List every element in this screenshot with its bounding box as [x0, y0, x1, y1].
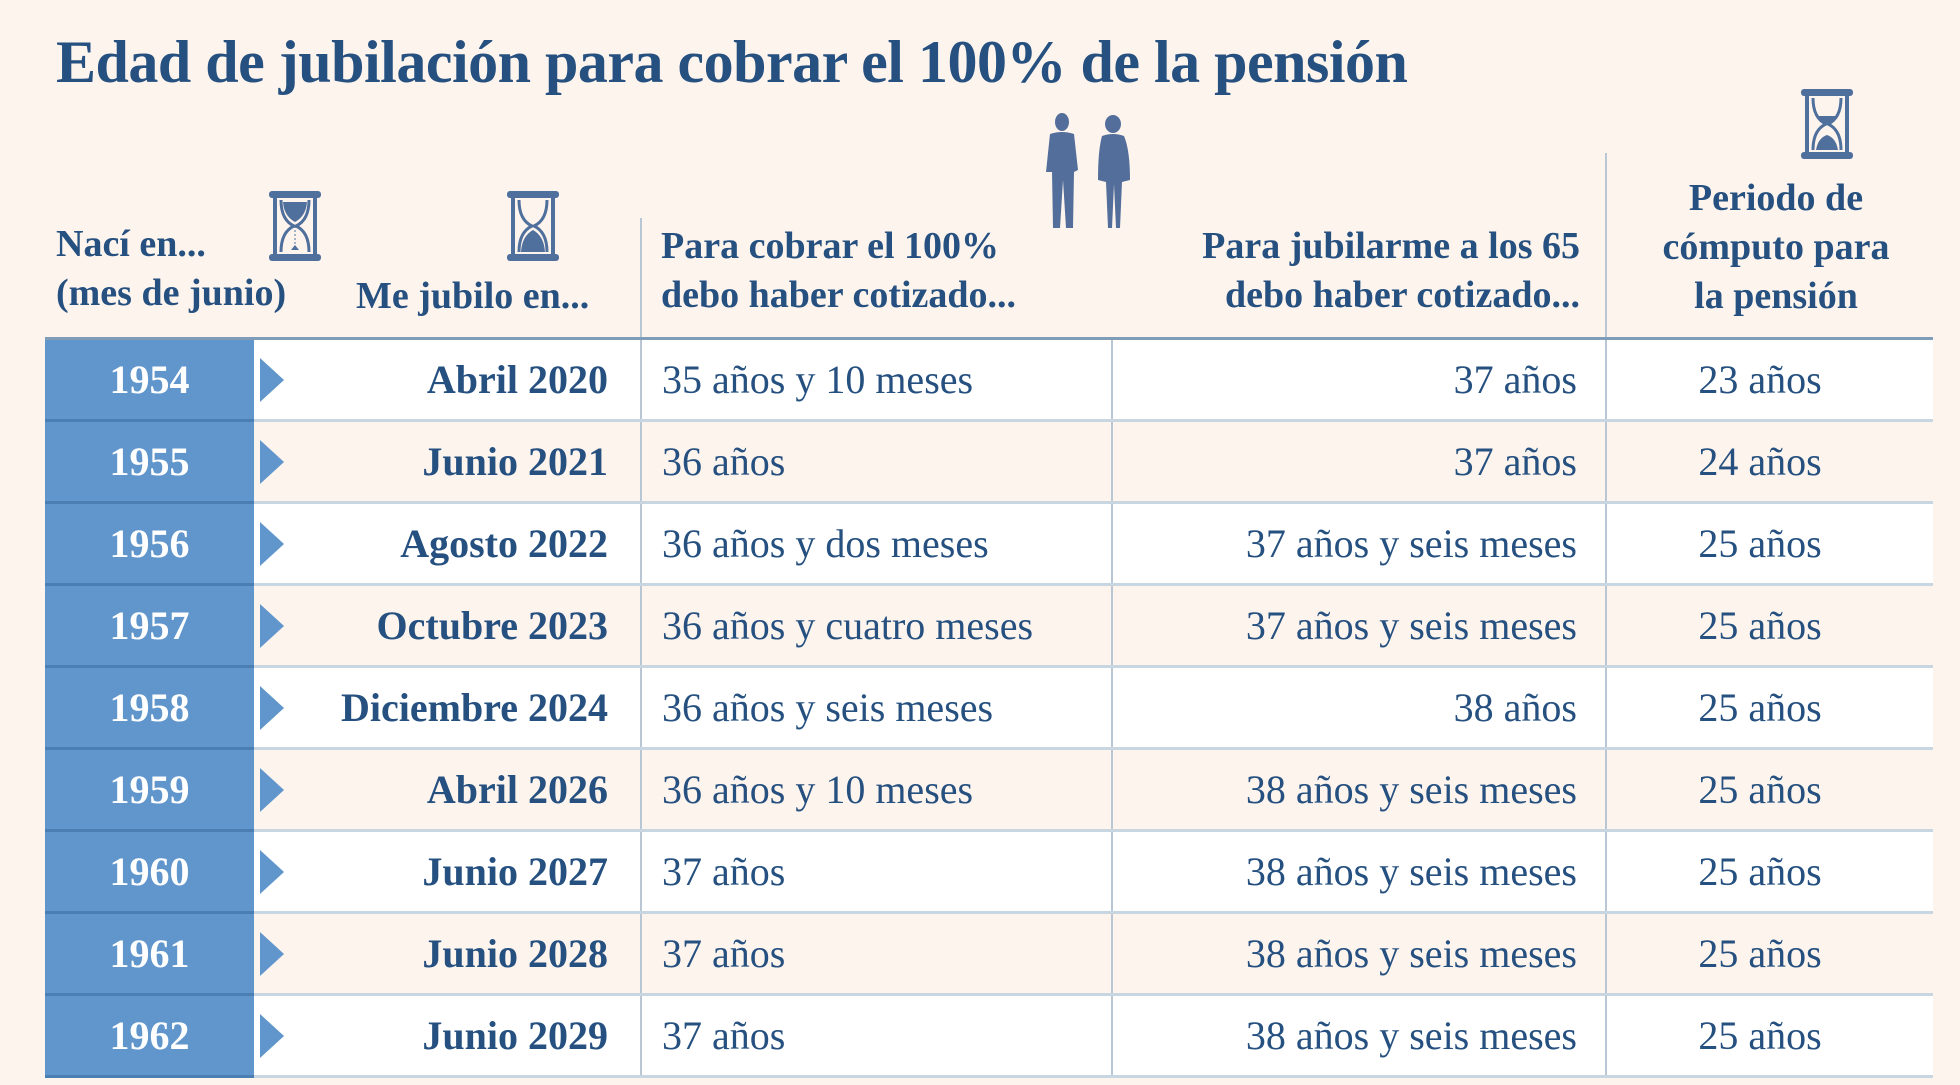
retire-date-cell: Junio 2028 — [254, 912, 642, 996]
retire-date-cell: Junio 2029 — [254, 994, 642, 1078]
arrow-right-icon — [260, 767, 284, 812]
header-period-line1: Periodo de — [1688, 177, 1864, 219]
contribution-at-65: 38 años y seis meses — [1112, 912, 1607, 996]
arrow-right-icon — [260, 603, 284, 648]
table-row: 1962 Junio 2029 37 años 38 años y seis mese… — [45, 994, 1933, 1078]
header-born: Nací en... (mes de junio) — [56, 220, 286, 318]
retire-date-cell: Abril 2026 — [254, 748, 642, 832]
arrow-right-icon — [260, 357, 284, 402]
hourglass-icon — [269, 191, 321, 261]
header-at65: Para jubilarme a los 65 debo haber cotiz… — [1120, 222, 1580, 320]
computation-period: 25 años — [1606, 502, 1933, 586]
retire-date: Abril 2020 — [426, 357, 608, 402]
retire-date-cell: Diciembre 2024 — [254, 666, 642, 750]
table-row: 1961 Junio 2028 37 años 38 años y seis mese… — [45, 912, 1933, 996]
header-period: Periodo de cómputo para la pensión — [1606, 174, 1946, 321]
arrow-right-icon — [260, 439, 284, 484]
hourglass-icon — [507, 191, 559, 261]
hourglass-icon — [1801, 89, 1853, 159]
contribution-full: 35 años y 10 meses — [641, 338, 1113, 422]
retire-date: Diciembre 2024 — [341, 685, 608, 730]
arrow-right-icon — [260, 849, 284, 894]
header-full: Para cobrar el 100% debo haber cotizado.… — [661, 222, 1016, 320]
header-divider — [1605, 153, 1607, 338]
pension-table: 1954 Abril 2020 35 años y 10 meses 37 años 2… — [45, 337, 1933, 1078]
header-divider — [640, 218, 642, 338]
retire-date: Junio 2029 — [422, 1013, 608, 1058]
birth-year: 1956 — [45, 502, 254, 586]
birth-year: 1958 — [45, 666, 254, 750]
retire-date: Octubre 2023 — [376, 603, 608, 648]
computation-period: 25 años — [1606, 584, 1933, 668]
header-full-line1: Para cobrar el 100% — [661, 225, 1000, 267]
contribution-full: 36 años y dos meses — [641, 502, 1113, 586]
computation-period: 25 años — [1606, 912, 1933, 996]
retire-date: Junio 2021 — [422, 439, 608, 484]
header-born-line1: Nací en... — [56, 223, 206, 265]
retire-date: Abril 2026 — [426, 767, 608, 812]
retire-date-cell: Agosto 2022 — [254, 502, 642, 586]
table-row: 1956 Agosto 2022 36 años y dos meses 37 año… — [45, 502, 1933, 586]
birth-year: 1955 — [45, 420, 254, 504]
table-row: 1955 Junio 2021 36 años 37 años 24 años — [45, 420, 1933, 504]
computation-period: 23 años — [1606, 338, 1933, 422]
contribution-full: 37 años — [641, 830, 1113, 914]
contribution-full: 36 años y cuatro meses — [641, 584, 1113, 668]
contribution-at-65: 37 años y seis meses — [1112, 584, 1607, 668]
birth-year: 1959 — [45, 748, 254, 832]
table-row: 1957 Octubre 2023 36 años y cuatro meses 37… — [45, 584, 1933, 668]
retire-date: Junio 2028 — [422, 931, 608, 976]
birth-year: 1957 — [45, 584, 254, 668]
arrow-right-icon — [260, 521, 284, 566]
contribution-full: 36 años — [641, 420, 1113, 504]
contribution-full: 36 años y 10 meses — [641, 748, 1113, 832]
header-born-line2: (mes de junio) — [56, 272, 287, 314]
contribution-full: 37 años — [641, 912, 1113, 996]
elderly-couple-icon — [1046, 113, 1130, 228]
retire-date-cell: Junio 2021 — [254, 420, 642, 504]
page-title: Edad de jubilación para cobrar el 100% d… — [56, 29, 1408, 95]
computation-period: 25 años — [1606, 748, 1933, 832]
contribution-at-65: 38 años y seis meses — [1112, 748, 1607, 832]
computation-period: 24 años — [1606, 420, 1933, 504]
computation-period: 25 años — [1606, 666, 1933, 750]
contribution-at-65: 37 años — [1112, 420, 1607, 504]
birth-year: 1954 — [45, 338, 254, 422]
retire-date-cell: Abril 2020 — [254, 338, 642, 422]
header-full-line2: debo haber cotizado... — [661, 274, 1017, 316]
header-at65-line1: Para jubilarme a los 65 — [1202, 225, 1580, 267]
birth-year: 1961 — [45, 912, 254, 996]
table-row: 1960 Junio 2027 37 años 38 años y seis mese… — [45, 830, 1933, 914]
birth-year: 1962 — [45, 994, 254, 1078]
table-row: 1958 Diciembre 2024 36 años y seis meses 38… — [45, 666, 1933, 750]
contribution-at-65: 38 años y seis meses — [1112, 830, 1607, 914]
header-retire: Me jubilo en... — [356, 275, 590, 317]
arrow-right-icon — [260, 1013, 284, 1058]
computation-period: 25 años — [1606, 830, 1933, 914]
retire-date: Agosto 2022 — [400, 521, 608, 566]
table-row: 1954 Abril 2020 35 años y 10 meses 37 años 2… — [45, 338, 1933, 422]
arrow-right-icon — [260, 685, 284, 730]
retire-date-cell: Octubre 2023 — [254, 584, 642, 668]
table-row: 1959 Abril 2026 36 años y 10 meses 38 años … — [45, 748, 1933, 832]
retire-date: Junio 2027 — [422, 849, 608, 894]
contribution-at-65: 37 años — [1112, 338, 1607, 422]
arrow-right-icon — [260, 931, 284, 976]
contribution-at-65: 38 años y seis meses — [1112, 994, 1607, 1078]
header-at65-line2: debo haber cotizado... — [1224, 274, 1580, 316]
contribution-at-65: 38 años — [1112, 666, 1607, 750]
contribution-full: 36 años y seis meses — [641, 666, 1113, 750]
birth-year: 1960 — [45, 830, 254, 914]
header-period-line2: cómputo para — [1662, 226, 1890, 268]
contribution-at-65: 37 años y seis meses — [1112, 502, 1607, 586]
retire-date-cell: Junio 2027 — [254, 830, 642, 914]
contribution-full: 37 años — [641, 994, 1113, 1078]
header-period-line3: la pensión — [1694, 275, 1858, 317]
computation-period: 25 años — [1606, 994, 1933, 1078]
